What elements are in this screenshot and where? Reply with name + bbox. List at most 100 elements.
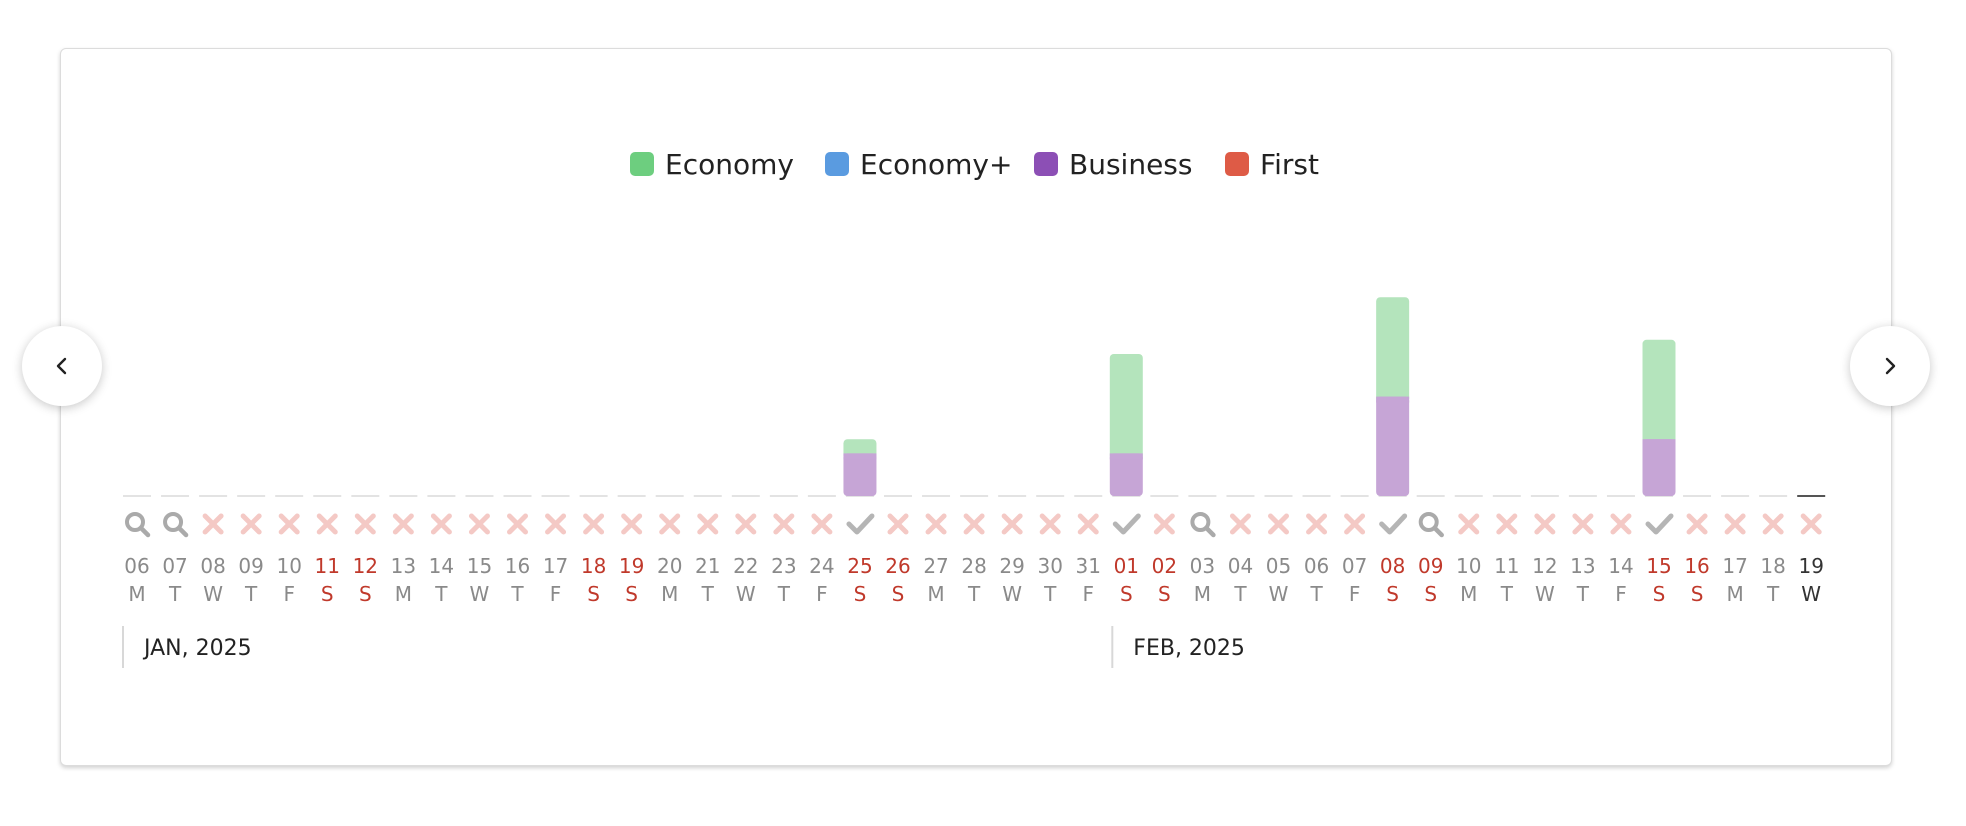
tick-date: 28 xyxy=(961,554,986,578)
date-tick[interactable]: 09 S xyxy=(1418,554,1443,606)
tick-date: 31 xyxy=(1076,554,1101,578)
date-tick[interactable]: 05 W xyxy=(1266,554,1291,606)
tick-date: 18 xyxy=(581,554,606,578)
previous-button[interactable] xyxy=(22,326,102,406)
date-tick[interactable]: 31 F xyxy=(1076,554,1101,606)
date-tick[interactable]: 27 M xyxy=(923,554,948,606)
date-tick[interactable]: 10 M xyxy=(1456,554,1481,606)
legend-label: First xyxy=(1260,148,1319,181)
cross-icon xyxy=(202,513,224,535)
date-tick[interactable]: 08 W xyxy=(200,554,225,606)
tick-weekday: T xyxy=(777,582,791,606)
date-tick[interactable]: 30 T xyxy=(1037,554,1062,606)
check-icon[interactable] xyxy=(1379,513,1408,535)
tick-date: 14 xyxy=(1608,554,1633,578)
bar-business-join xyxy=(1109,453,1143,460)
cross-icon xyxy=(1039,513,1061,535)
check-icon[interactable] xyxy=(1112,513,1141,535)
date-tick[interactable]: 19 W xyxy=(1798,554,1823,606)
date-tick[interactable]: 06 M xyxy=(124,554,149,606)
date-tick[interactable]: 22 W xyxy=(733,554,758,606)
date-tick[interactable]: 13 M xyxy=(391,554,416,606)
date-tick[interactable]: 14 T xyxy=(429,554,454,606)
tick-date: 17 xyxy=(543,554,568,578)
date-tick[interactable]: 07 T xyxy=(162,554,187,606)
date-tick[interactable]: 03 M xyxy=(1190,554,1215,606)
search-icon[interactable] xyxy=(163,512,189,538)
date-tick[interactable]: 28 T xyxy=(961,554,986,606)
legend-swatch xyxy=(630,152,654,176)
bar-business-join xyxy=(1376,396,1410,403)
date-tick[interactable]: 29 W xyxy=(999,554,1024,606)
check-icon[interactable] xyxy=(846,513,875,535)
date-tick[interactable]: 06 T xyxy=(1304,554,1329,606)
tick-weekday: T xyxy=(168,582,182,606)
chevron-right-icon xyxy=(1885,357,1896,375)
date-tick[interactable]: 17 M xyxy=(1722,554,1747,606)
date-tick[interactable]: 24 F xyxy=(809,554,834,606)
bar-stack[interactable] xyxy=(1642,339,1676,496)
date-tick[interactable]: 19 S xyxy=(619,554,644,606)
date-tick[interactable]: 02 S xyxy=(1152,554,1177,606)
date-tick[interactable]: 18 T xyxy=(1760,554,1785,606)
search-icon[interactable] xyxy=(1190,512,1216,538)
legend-item-business[interactable]: Business xyxy=(1034,148,1192,181)
status-icons xyxy=(125,512,1822,538)
date-tick[interactable]: 14 F xyxy=(1608,554,1633,606)
legend-label: Economy+ xyxy=(860,148,1012,181)
date-tick[interactable]: 16 S xyxy=(1684,554,1709,606)
tick-weekday: S xyxy=(321,582,334,606)
date-tick[interactable]: 09 T xyxy=(238,554,263,606)
date-tick[interactable]: 26 S xyxy=(885,554,910,606)
date-tick[interactable]: 16 T xyxy=(505,554,530,606)
date-tick[interactable]: 25 S xyxy=(847,554,872,606)
date-tick[interactable]: 17 F xyxy=(543,554,568,606)
check-icon[interactable] xyxy=(1645,513,1674,535)
tick-date: 04 xyxy=(1228,554,1253,578)
tick-weekday: S xyxy=(1158,582,1171,606)
tick-date: 16 xyxy=(505,554,530,578)
tick-date: 09 xyxy=(1418,554,1443,578)
date-tick[interactable]: 08 S xyxy=(1380,554,1405,606)
bar-stack[interactable] xyxy=(843,439,877,496)
date-tick[interactable]: 10 F xyxy=(276,554,301,606)
month-label: FEB, 2025 xyxy=(1111,626,1245,668)
tick-date: 06 xyxy=(1304,554,1329,578)
search-icon[interactable] xyxy=(125,512,151,538)
cross-icon xyxy=(925,513,947,535)
date-tick[interactable]: 20 M xyxy=(657,554,682,606)
next-button[interactable] xyxy=(1850,326,1930,406)
date-tick[interactable]: 15 S xyxy=(1646,554,1671,606)
date-tick[interactable]: 11 T xyxy=(1494,554,1519,606)
date-tick[interactable]: 12 S xyxy=(353,554,378,606)
tick-date: 01 xyxy=(1114,554,1139,578)
date-tick[interactable]: 23 T xyxy=(771,554,796,606)
bar-stack[interactable] xyxy=(1376,297,1410,496)
tick-weekday: W xyxy=(470,582,490,606)
tick-date: 20 xyxy=(657,554,682,578)
date-tick[interactable]: 13 T xyxy=(1570,554,1595,606)
cross-icon xyxy=(240,513,262,535)
legend-item-economy[interactable]: Economy xyxy=(630,148,794,181)
date-tick[interactable]: 07 F xyxy=(1342,554,1367,606)
month-label: JAN, 2025 xyxy=(122,626,252,668)
cross-icon xyxy=(583,513,605,535)
tick-weekday: M xyxy=(1460,582,1477,606)
date-tick[interactable]: 04 T xyxy=(1228,554,1253,606)
legend-item-economy-plus[interactable]: Economy+ xyxy=(825,148,1012,181)
tick-weekday: S xyxy=(359,582,372,606)
bar-economy xyxy=(1109,354,1143,460)
date-tick[interactable]: 21 T xyxy=(695,554,720,606)
date-tick[interactable]: 15 W xyxy=(467,554,492,606)
tick-date: 11 xyxy=(315,554,340,578)
date-tick[interactable]: 11 S xyxy=(315,554,340,606)
search-icon[interactable] xyxy=(1418,512,1444,538)
bar-stack[interactable] xyxy=(1109,354,1143,496)
date-tick[interactable]: 18 S xyxy=(581,554,606,606)
date-tick[interactable]: 01 S xyxy=(1114,554,1139,606)
date-tick[interactable]: 12 W xyxy=(1532,554,1557,606)
tick-weekday: F xyxy=(1082,582,1094,606)
legend-item-first[interactable]: First xyxy=(1225,148,1319,181)
tick-weekday: S xyxy=(854,582,867,606)
